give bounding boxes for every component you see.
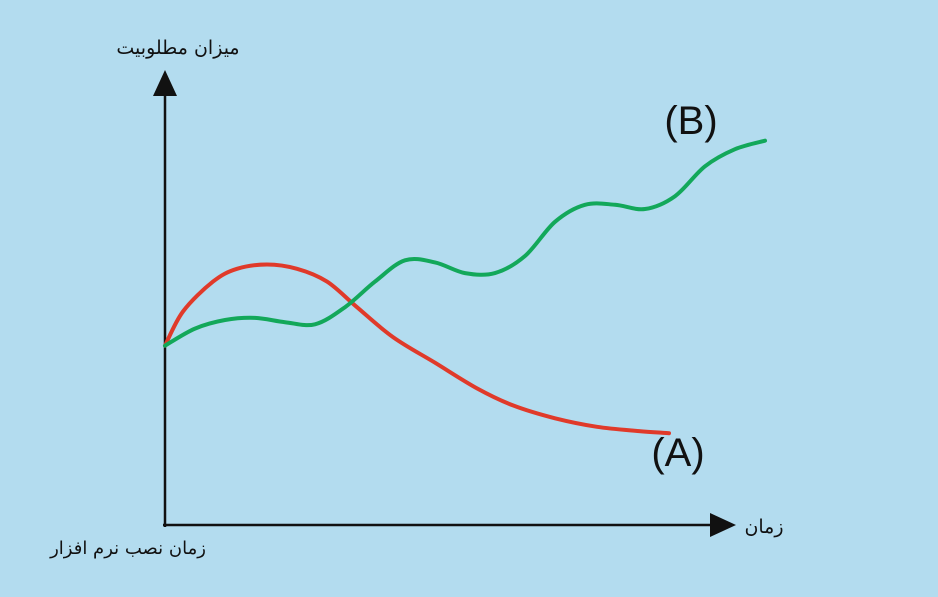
series-a-line <box>163 262 671 436</box>
y-axis-arrow <box>153 70 177 96</box>
series-b-line <box>163 138 767 348</box>
series-b-label: (B) <box>664 99 717 143</box>
x-axis-arrow <box>710 513 736 537</box>
y-axis-label: میزان مطلوبیت <box>116 37 239 59</box>
origin-label: زمان نصب نرم افزار <box>49 538 206 559</box>
x-axis-label: زمان <box>744 516 783 538</box>
series-a-label: (A) <box>651 431 704 475</box>
